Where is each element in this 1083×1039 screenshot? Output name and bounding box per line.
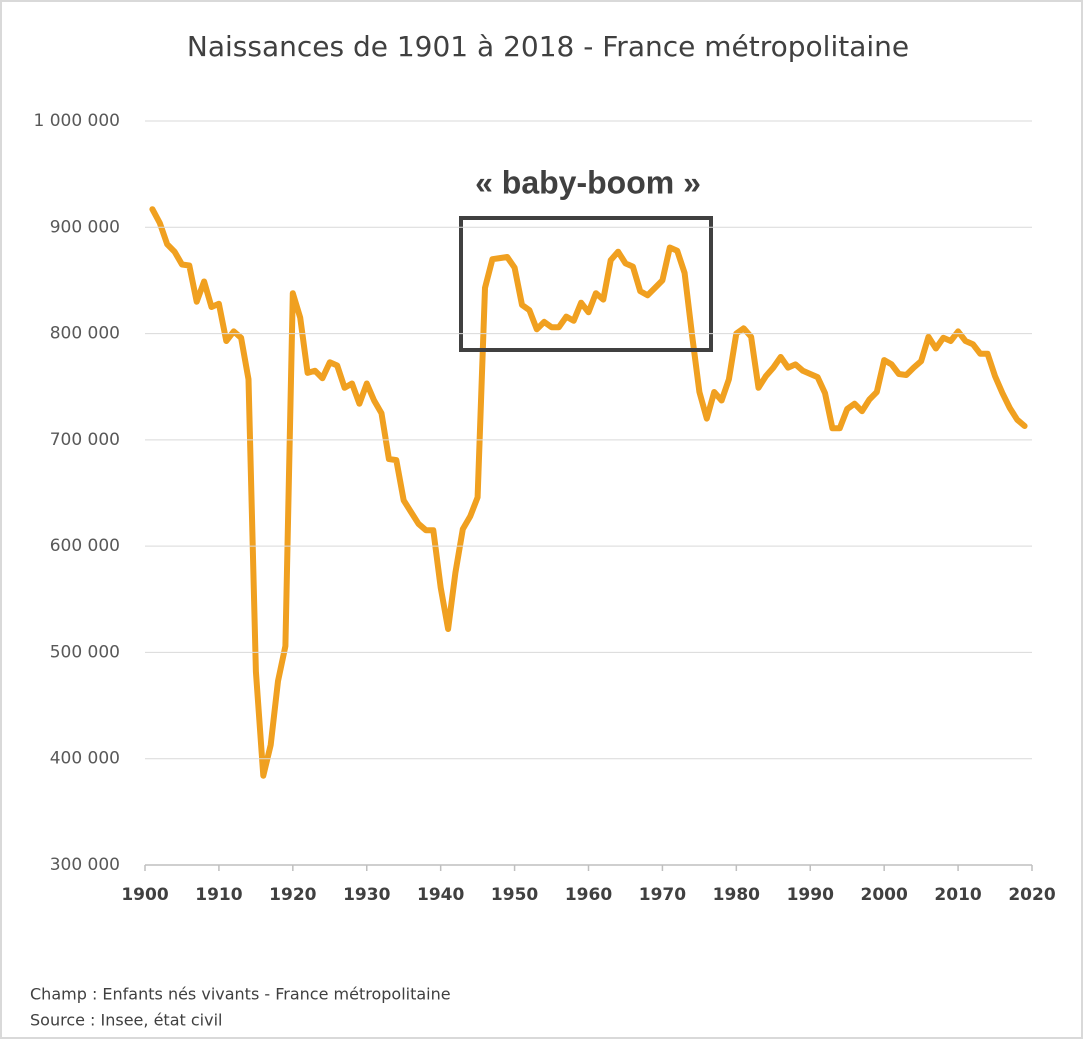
- x-tick-label: 1900: [121, 885, 168, 905]
- x-tick-label: 1910: [195, 885, 242, 905]
- y-tick-label: 400 000: [50, 749, 120, 769]
- y-tick-label: 1 000 000: [33, 111, 120, 131]
- y-tick-label: 300 000: [50, 855, 120, 875]
- y-tick-label: 700 000: [50, 430, 120, 450]
- x-tick-label: 1940: [417, 885, 464, 905]
- annotation-box: [459, 216, 713, 352]
- x-tick-label: 1970: [639, 885, 686, 905]
- x-tick-label: 1930: [343, 885, 390, 905]
- chart-title: Naissances de 1901 à 2018 - France métro…: [187, 30, 909, 63]
- y-tick-label: 800 000: [50, 324, 120, 344]
- x-tick-label: 2000: [861, 885, 908, 905]
- y-tick-label: 500 000: [50, 642, 120, 662]
- x-tick-label: 1950: [491, 885, 538, 905]
- note: Champ : Enfants nés vivants - France mét…: [30, 985, 451, 1004]
- x-tick-label: 1960: [565, 885, 612, 905]
- data-line: [149, 206, 1028, 779]
- note: Source : Insee, état civil: [30, 1011, 222, 1030]
- x-tick-label: 1920: [269, 885, 316, 905]
- y-tick-label: 600 000: [50, 536, 120, 556]
- x-tick-label: 2010: [934, 885, 981, 905]
- x-tick-label: 1980: [713, 885, 760, 905]
- annotation: « baby-boom »: [475, 164, 701, 200]
- x-tick-label: 1990: [787, 885, 834, 905]
- x-tick-label: 2020: [1008, 885, 1055, 905]
- y-tick-label: 900 000: [50, 217, 120, 237]
